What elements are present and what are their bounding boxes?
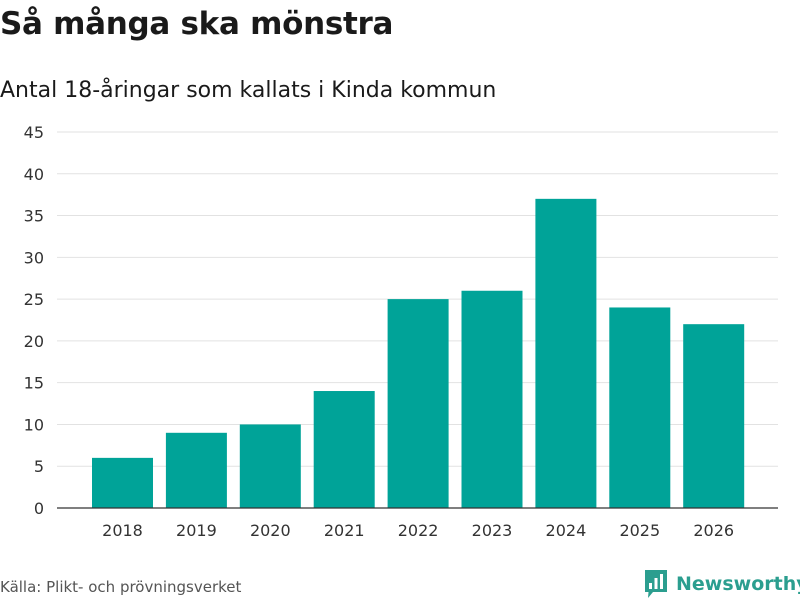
bar-2022 (387, 299, 449, 508)
y-tick-label: 15 (24, 374, 44, 393)
bar-2021 (313, 391, 375, 508)
bar-2025 (609, 307, 671, 508)
y-tick-label: 40 (24, 165, 44, 184)
x-tick-label: 2021 (324, 521, 365, 540)
bar-2020 (239, 424, 301, 508)
y-tick-label: 35 (24, 207, 44, 226)
x-tick-label: 2019 (176, 521, 217, 540)
bars (92, 198, 745, 508)
y-tick-label: 10 (24, 415, 44, 434)
bar-2026 (683, 324, 745, 508)
x-tick-label: 2022 (398, 521, 439, 540)
y-axis: 0 5 10 15 20 25 30 35 40 45 (24, 123, 44, 518)
x-tick-label: 2026 (693, 521, 734, 540)
x-tick-label: 2024 (546, 521, 587, 540)
y-tick-label: 30 (24, 248, 44, 267)
x-tick-label: 2025 (619, 521, 660, 540)
source-note: Källa: Plikt- och prövningsverket (0, 578, 242, 596)
y-tick-label: 5 (34, 457, 44, 476)
chart-subtitle: Antal 18-åringar som kallats i Kinda kom… (0, 78, 497, 103)
y-tick-label: 25 (24, 290, 44, 309)
y-tick-label: 20 (24, 332, 44, 351)
brand-name: Newsworthy (676, 573, 800, 595)
y-tick-label: 45 (24, 123, 44, 142)
newsworthy-icon (645, 570, 667, 598)
x-tick-label: 2020 (250, 521, 291, 540)
x-tick-label: 2018 (102, 521, 143, 540)
bar-2019 (165, 432, 227, 508)
chart-title: Så många ska mönstra (0, 6, 394, 42)
y-tick-label: 0 (34, 499, 44, 518)
x-axis: 2018 2019 2020 2021 2022 2023 2024 2025 2026 (102, 521, 734, 540)
newsworthy-logo: Newsworthy (644, 569, 800, 599)
x-tick-label: 2023 (472, 521, 513, 540)
bar-2024 (535, 198, 597, 508)
bar-2018 (92, 457, 153, 508)
bar-2023 (461, 290, 523, 508)
